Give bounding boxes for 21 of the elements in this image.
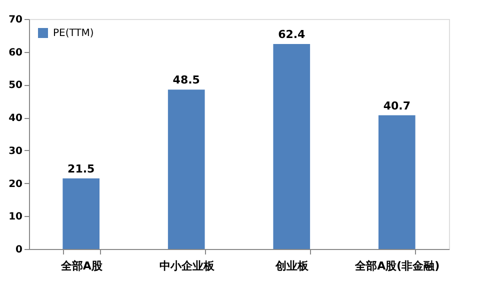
- y-tick-label: 50: [8, 80, 23, 92]
- bar: [378, 115, 416, 249]
- x-tick-label: 全部A股: [60, 260, 104, 272]
- bar: [168, 90, 205, 249]
- data-label: 48.5: [172, 74, 200, 87]
- y-tick-label: 70: [8, 14, 23, 26]
- data-label: 62.4: [278, 28, 306, 41]
- y-tick-label: 0: [16, 244, 23, 256]
- x-tick-label: 创业板: [274, 260, 310, 272]
- legend-label: PE(TTM): [53, 28, 94, 39]
- bar: [273, 44, 310, 249]
- data-label: 21.5: [68, 162, 95, 176]
- x-tick-label: 全部A股(非金融): [354, 260, 440, 272]
- y-tick-label: 40: [8, 113, 23, 124]
- y-tick-label: 60: [8, 47, 23, 58]
- bar: [62, 178, 100, 249]
- data-label: 40.7: [383, 99, 410, 112]
- x-tick-label: 中小企业板: [159, 260, 216, 272]
- y-tick-label: 10: [8, 212, 23, 223]
- y-tick-label: 20: [8, 178, 23, 190]
- y-tick-label: 30: [8, 146, 23, 157]
